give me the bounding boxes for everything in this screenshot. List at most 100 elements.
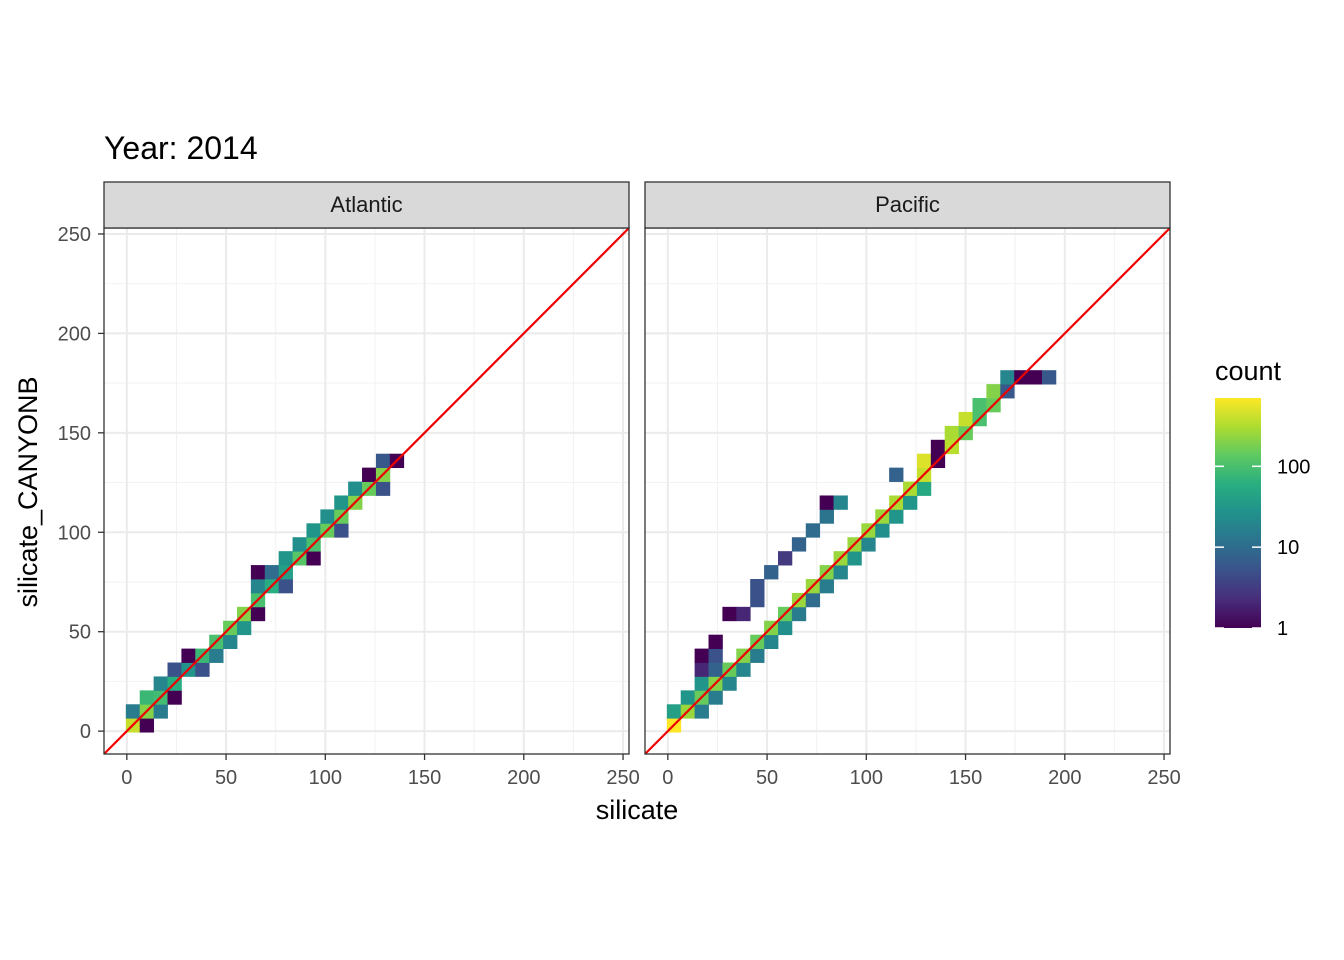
reference-line <box>645 228 1170 754</box>
x-tick-label: 50 <box>215 767 237 789</box>
chart-title: Year: 2014 <box>104 130 258 166</box>
heatmap-bin <box>250 565 266 580</box>
y-tick-label: 0 <box>80 721 91 743</box>
heatmap-bin <box>153 676 168 691</box>
heatmap-bin <box>125 704 141 719</box>
facet-strip <box>103 181 630 229</box>
heatmap-bin <box>1000 370 1015 385</box>
heatmap-bin <box>791 537 807 552</box>
y-tick-label: 200 <box>58 323 91 345</box>
heatmap-bin <box>694 662 709 677</box>
x-axis-label: silicate <box>596 795 679 825</box>
heatmap-bin <box>916 481 932 496</box>
y-tick-label: 100 <box>58 522 91 544</box>
heatmap-bin <box>889 467 904 482</box>
heatmap-bin <box>264 565 280 580</box>
heatmap-bin <box>320 509 335 524</box>
heatmap-bin <box>875 523 890 538</box>
y-tick-label: 150 <box>58 423 91 445</box>
heatmap-bin <box>805 592 821 608</box>
heatmap-bin <box>334 523 349 538</box>
heatmap-bin <box>736 662 751 677</box>
heatmap-bin <box>181 648 196 663</box>
heatmap-bin <box>666 704 682 719</box>
heatmap-bin <box>722 606 737 622</box>
heatmap-bin <box>861 537 876 552</box>
heatmap-bin <box>889 509 904 524</box>
heatmap-bin <box>930 439 946 455</box>
heatmap-bin <box>250 606 266 622</box>
facet-strip-label: Atlantic <box>330 192 402 217</box>
x-tick-label: 0 <box>121 767 132 789</box>
facet-strip-label: Pacific <box>875 192 940 217</box>
heatmap-bin <box>694 704 709 719</box>
heatmap-bin <box>819 509 834 524</box>
panel-pacific: Pacific 0 50 100 150 200 250 <box>644 181 1181 789</box>
heatmap-bin <box>944 425 960 441</box>
heatmap-bin <box>819 578 834 594</box>
heatmap-bin <box>833 495 848 510</box>
x-tick-label: 250 <box>1147 767 1180 789</box>
heatmap-bin <box>375 453 391 469</box>
heatmap-bin <box>847 551 862 566</box>
heatmap-bin <box>694 648 709 663</box>
legend-tick-label: 1 <box>1277 618 1288 640</box>
x-tick-label: 50 <box>756 767 778 789</box>
heatmap-bin <box>777 620 793 636</box>
heatmap-bin <box>958 411 973 427</box>
heatmap-bin <box>139 690 155 705</box>
heatmap-bin <box>250 578 266 594</box>
heatmap-bin <box>278 578 293 594</box>
legend-title: count <box>1215 356 1282 386</box>
heatmap-bin <box>708 634 723 650</box>
heatmap-bin <box>348 481 363 496</box>
x-tick-label: 150 <box>949 767 982 789</box>
y-tick-label: 50 <box>69 622 91 644</box>
y-axis-label: silicate_CANYONB <box>13 376 43 607</box>
heatmap-bin <box>805 523 821 538</box>
panels: Atlantic 0 50 100 150 200 250 0 50 100 150 200 250 Pa… <box>58 181 1181 789</box>
x-tick-label: 100 <box>309 767 342 789</box>
heatmap-bin <box>819 495 834 510</box>
heatmap-bin <box>694 676 709 691</box>
legend-tick-label: 10 <box>1277 537 1299 559</box>
heatmap-bin <box>708 690 723 705</box>
heatmap-bin <box>680 690 696 705</box>
heatmap-bin <box>292 537 307 552</box>
legend: count 1 10 100 <box>1215 356 1310 640</box>
heatmap-bin <box>750 592 765 608</box>
heatmap-bin <box>972 398 987 413</box>
heatmap-bin <box>916 453 932 469</box>
heatmap-bin <box>764 565 779 580</box>
heatmap-bin <box>764 634 779 650</box>
x-tick-label: 200 <box>507 767 540 789</box>
heatmap-bin <box>736 606 751 622</box>
heatmap-bin <box>777 551 793 566</box>
colorbar <box>1215 398 1261 628</box>
x-tick-label: 100 <box>850 767 883 789</box>
x-tick-label: 250 <box>606 767 639 789</box>
panel-atlantic: Atlantic 0 50 100 150 200 250 0 50 100 150 200 250 <box>58 181 640 789</box>
heatmap-bin <box>375 481 391 496</box>
legend-tick-label: 100 <box>1277 456 1310 478</box>
heatmap-bin <box>306 551 321 566</box>
heatmap-bin <box>209 648 224 663</box>
heatmap-bin <box>334 495 349 510</box>
heatmap-bin <box>708 662 723 677</box>
heatmap-bin <box>791 606 807 622</box>
x-tick-label: 200 <box>1048 767 1081 789</box>
heatmap-bin <box>750 648 765 663</box>
heatmap-bin <box>750 578 765 594</box>
heatmap-bin <box>167 662 182 677</box>
heatmap-bin <box>708 648 723 663</box>
y-tick-label: 250 <box>58 224 91 246</box>
heatmap-bin <box>362 467 377 482</box>
x-tick-label: 150 <box>408 767 441 789</box>
heatmap-bin <box>223 634 238 650</box>
heatmap-bin <box>167 690 182 705</box>
reference-line <box>104 228 629 754</box>
heatmap-bin <box>278 551 293 566</box>
heatmap-bin <box>1041 370 1057 385</box>
heatmap-bin <box>1028 370 1043 385</box>
